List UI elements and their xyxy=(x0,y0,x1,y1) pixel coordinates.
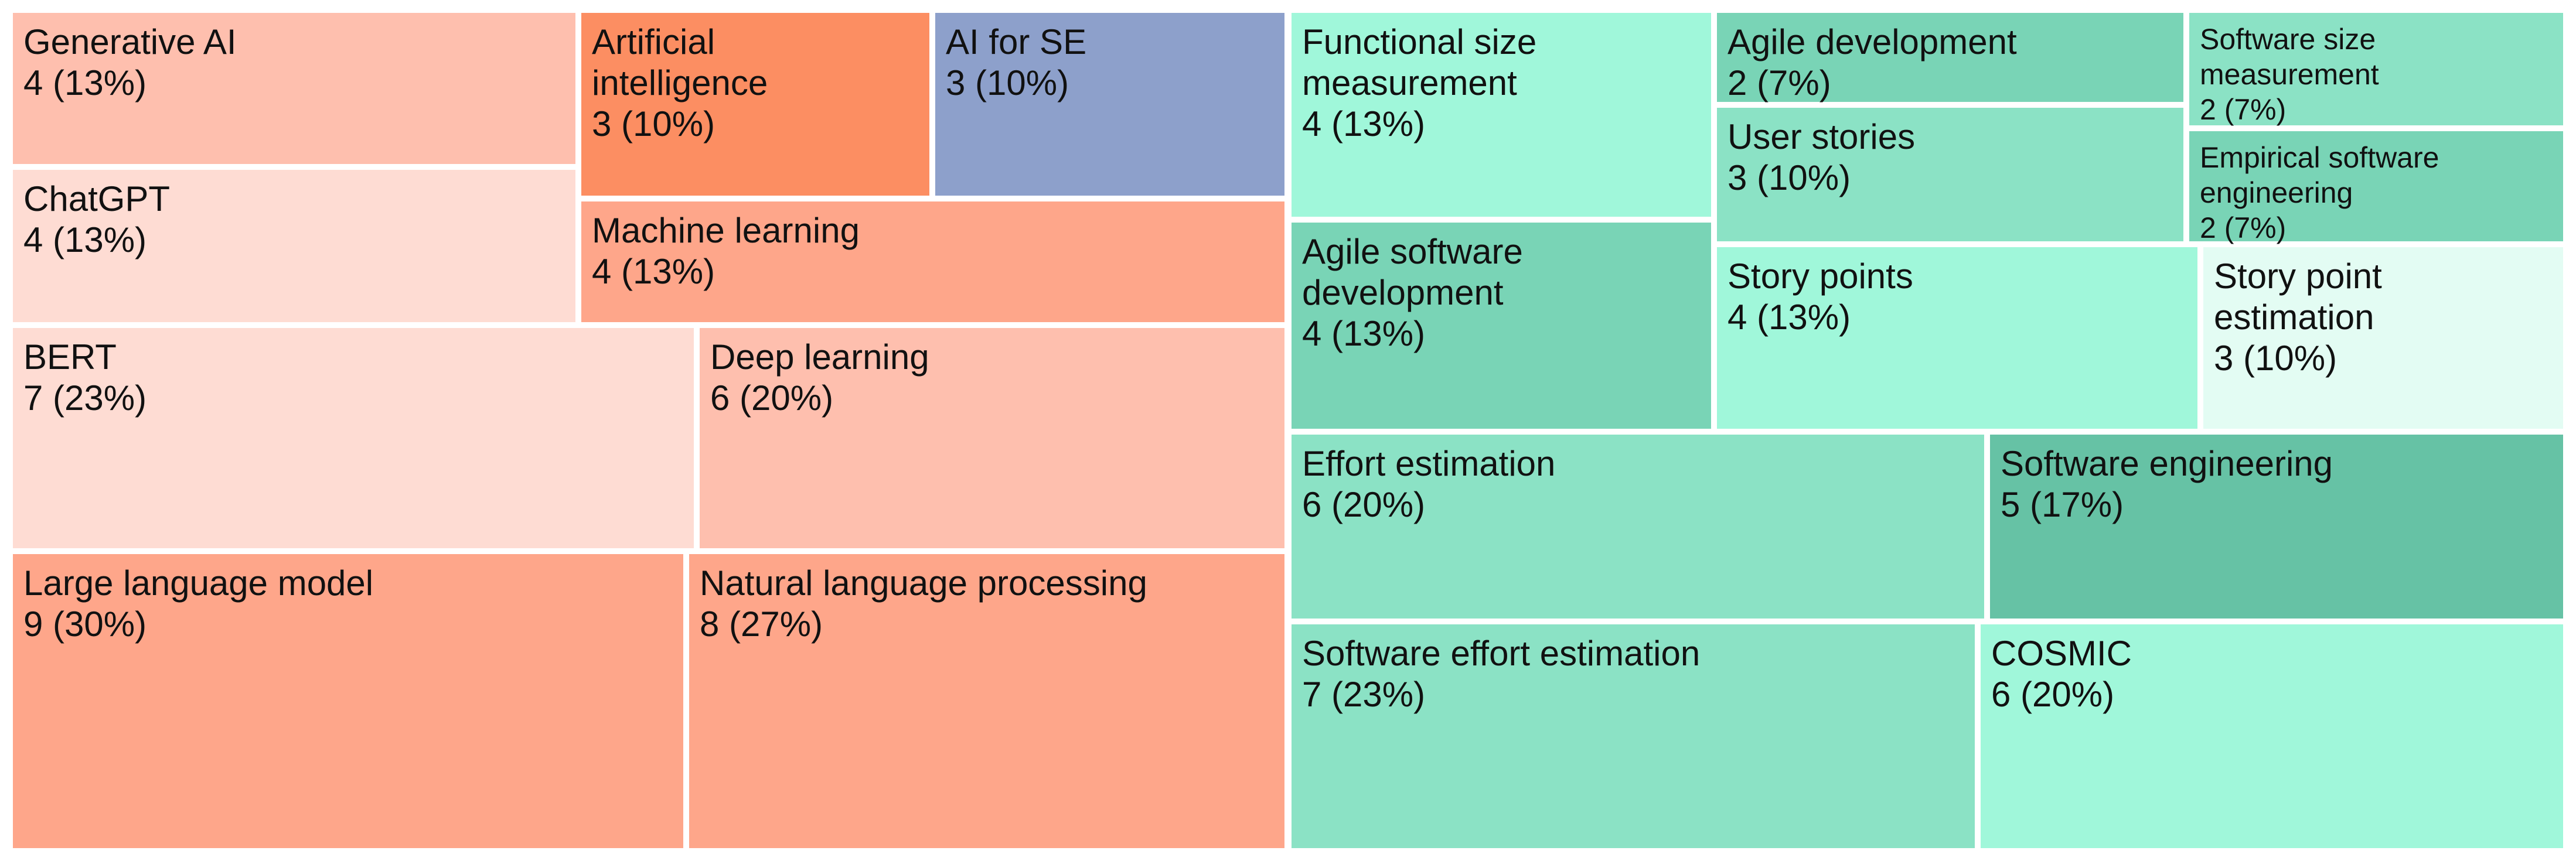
tile-value-label: 4 (13%) xyxy=(1727,298,1851,337)
tile-value-label: 6 (20%) xyxy=(710,378,833,418)
tile-value-label: 3 (10%) xyxy=(946,63,1069,102)
tile-label: intelligence xyxy=(592,63,768,102)
tile-rect xyxy=(1981,624,2563,848)
tile-rect xyxy=(13,13,575,164)
tile-value-label: 9 (30%) xyxy=(23,604,146,644)
tile-value-label: 3 (10%) xyxy=(592,104,715,144)
tile-label: development xyxy=(1302,273,1504,312)
tile-rect xyxy=(1292,223,1711,429)
tile-label: measurement xyxy=(2200,58,2379,91)
tile-rect xyxy=(2203,247,2563,429)
tile-label: Agile development xyxy=(1727,22,2017,62)
tile-label: Natural language processing xyxy=(700,563,1147,603)
tile-rect xyxy=(581,13,929,196)
tile-value-label: 7 (23%) xyxy=(23,378,146,418)
tile-rect xyxy=(1717,108,2183,241)
tile-rect xyxy=(935,13,1284,196)
tile-value-label: 4 (13%) xyxy=(23,220,146,259)
tile-rect xyxy=(13,554,683,848)
tile-rect xyxy=(13,170,575,322)
tile-rect xyxy=(1292,624,1975,848)
tile-label: User stories xyxy=(1727,117,1915,156)
tile-label: Artificial xyxy=(592,22,715,62)
tile-value-label: 7 (23%) xyxy=(1302,675,1425,714)
tile-value-label: 4 (13%) xyxy=(23,63,146,102)
tile-value-label: 5 (17%) xyxy=(2001,485,2124,524)
tile-label: BERT xyxy=(23,337,117,377)
tile-rect xyxy=(1717,247,2197,429)
tile-value-label: 6 (20%) xyxy=(1991,675,2114,714)
tile-label: Software effort estimation xyxy=(1302,634,1700,673)
tile-rect xyxy=(700,328,1284,548)
tile-label: COSMIC xyxy=(1991,634,2132,673)
tile-value-label: 8 (27%) xyxy=(700,604,823,644)
tile-value-label: 2 (7%) xyxy=(1727,63,1831,102)
tile-label: Empirical software xyxy=(2200,141,2439,174)
tile-rect xyxy=(13,328,694,548)
tile-label: Generative AI xyxy=(23,22,237,62)
tile-label: Story point xyxy=(2214,257,2382,296)
tile-rect xyxy=(1292,435,1984,619)
tile-label: Agile software xyxy=(1302,232,1523,271)
tile-value-label: 4 (13%) xyxy=(592,252,715,291)
tile-value-label: 4 (13%) xyxy=(1302,314,1425,353)
tile-rect xyxy=(2189,131,2563,241)
tile-label: AI for SE xyxy=(946,22,1086,62)
tile-label: ChatGPT xyxy=(23,179,170,218)
tile-value-label: 3 (10%) xyxy=(2214,339,2337,378)
tile-label: estimation xyxy=(2214,298,2374,337)
tile-label: measurement xyxy=(1302,63,1517,102)
tile-rect xyxy=(1292,13,1711,217)
tile-rect xyxy=(581,201,1284,322)
tile-value-label: 4 (13%) xyxy=(1302,104,1425,144)
tile-label: Functional size xyxy=(1302,22,1536,62)
tile-label: Deep learning xyxy=(710,337,929,377)
tile-rect xyxy=(689,554,1284,848)
tile-rect xyxy=(1990,435,2563,619)
tile-label: Story points xyxy=(1727,257,1913,296)
tile-label: Large language model xyxy=(23,563,373,603)
tile-rect xyxy=(1717,13,2183,102)
tile-ai-for-se: AI for SE3 (10%) xyxy=(935,13,1284,196)
tile-label: Effort estimation xyxy=(1302,444,1555,483)
tile-generative-ai: Generative AI4 (13%) xyxy=(13,13,575,164)
tile-label: Software size xyxy=(2200,23,2376,56)
tile-value-label: 3 (10%) xyxy=(1727,158,1851,197)
tile-value-label: 2 (7%) xyxy=(2200,93,2286,126)
tile-label: Software engineering xyxy=(2001,444,2333,483)
tile-rect xyxy=(2189,13,2563,125)
tile-value-label: 6 (20%) xyxy=(1302,485,1425,524)
tile-value-label: 2 (7%) xyxy=(2200,211,2286,244)
tile-label: engineering xyxy=(2200,176,2353,209)
tile-label: Machine learning xyxy=(592,211,860,250)
